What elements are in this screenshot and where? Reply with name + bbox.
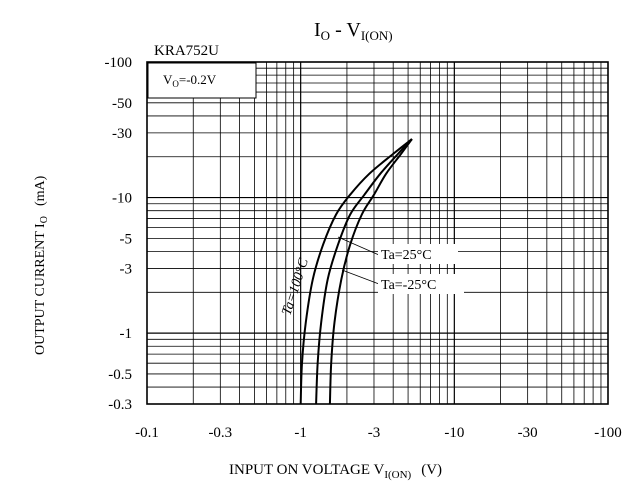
series-line [328, 138, 413, 405]
grid [147, 62, 608, 405]
condition-label: VO=-0.2V [163, 72, 217, 89]
part-number: KRA752U [154, 43, 219, 59]
chart-title: IO - VI(ON) [314, 19, 393, 43]
y-tick-label: -50 [112, 96, 132, 112]
x-tick-label: -100 [594, 425, 622, 441]
x-tick-label: -0.3 [208, 425, 232, 441]
x-axis-label: INPUT ON VOLTAGE VI(ON) (V) [229, 462, 442, 481]
label-tam25-group: Ta=-25°C [341, 269, 464, 294]
curves [299, 138, 413, 405]
y-tick-label: -0.3 [108, 397, 132, 413]
y-tick-label: -100 [105, 55, 133, 71]
plot-frame [146, 61, 609, 405]
label-tam25: Ta=-25°C [381, 278, 436, 293]
x-tick-labels: -0.1 -0.3 -1 -3 -10 -30 -100 [135, 425, 622, 441]
y-tick-label: -30 [112, 126, 132, 142]
x-tick-label: -0.1 [135, 425, 159, 441]
x-tick-label: -3 [368, 425, 381, 441]
label-ta25: Ta=25°C [381, 248, 432, 263]
x-tick-label: -10 [444, 425, 464, 441]
y-tick-label: -0.5 [108, 367, 132, 383]
y-tick-label: -5 [120, 231, 133, 247]
y-tick-label: -1 [120, 326, 133, 342]
y-tick-label: -10 [112, 191, 132, 207]
condition-box [147, 62, 257, 99]
series-line [315, 138, 413, 405]
y-tick-label: -3 [120, 261, 133, 277]
series-line [299, 138, 413, 405]
y-axis-label: OUTPUT CURRENT IO(mA) [33, 175, 50, 355]
label-ta25-group: Ta=25°C [337, 236, 458, 264]
x-tick-label: -30 [518, 425, 538, 441]
y-tick-labels: -100 -50 -30 -10 -5 -3 -1 -0.5 -0.3 [105, 55, 133, 413]
x-tick-label: -1 [294, 425, 307, 441]
